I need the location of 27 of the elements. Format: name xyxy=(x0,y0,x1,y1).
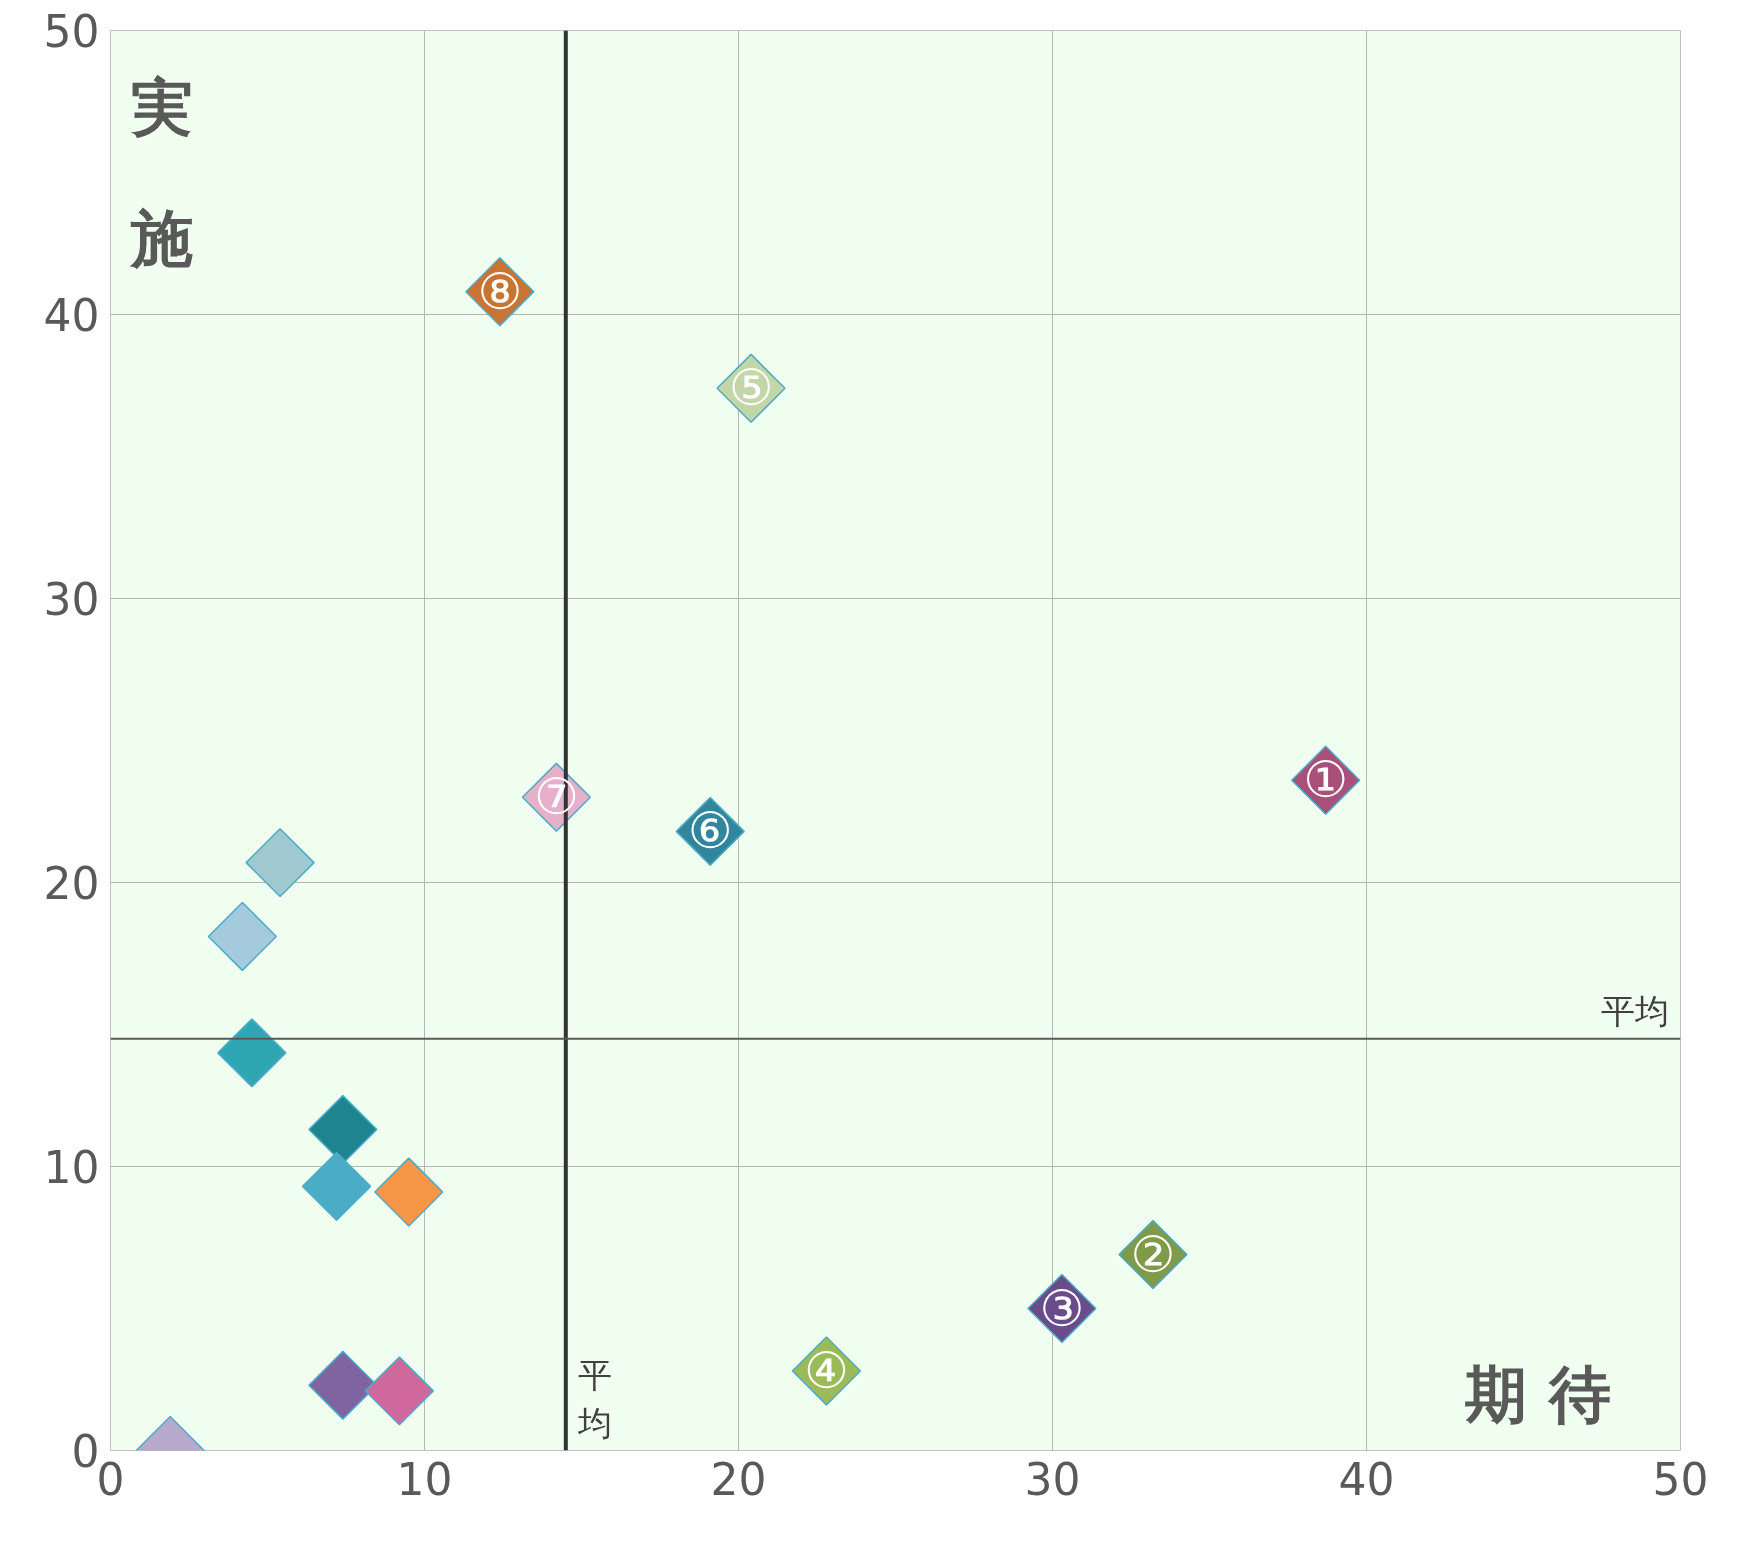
point xyxy=(301,1151,372,1222)
point xyxy=(245,827,315,898)
ref-line-label: 平均 xyxy=(1600,990,1669,1031)
annotation: ② xyxy=(1130,1225,1176,1284)
y-tick-label: 30 xyxy=(43,574,100,625)
x-tick-label: 30 xyxy=(1024,1453,1081,1505)
point xyxy=(207,901,278,972)
ref-line-label: 平均 xyxy=(576,1354,612,1443)
y-axis-title: 実施 xyxy=(128,70,193,275)
point xyxy=(374,1157,444,1227)
x-axis-title: 期 待 xyxy=(1464,1357,1611,1431)
annotation: ③ xyxy=(1039,1279,1085,1338)
y-tick-label: 20 xyxy=(43,858,100,909)
point xyxy=(364,1356,435,1426)
y-tick-label: 50 xyxy=(43,6,100,57)
x-tick-label: 40 xyxy=(1338,1453,1395,1505)
y-tick-label: 40 xyxy=(43,290,100,341)
x-tick-label: 10 xyxy=(396,1453,453,1505)
point xyxy=(217,1018,287,1088)
x-tick-label: 50 xyxy=(1652,1453,1709,1505)
y-tick-label: 10 xyxy=(43,1142,100,1193)
annotation: ⑧ xyxy=(477,262,523,321)
annotation: ① xyxy=(1303,751,1349,810)
annotation: ④ xyxy=(804,1341,849,1400)
x-tick-label: 20 xyxy=(710,1453,767,1505)
annotation: ⑤ xyxy=(728,359,774,418)
annotation: ⑥ xyxy=(687,802,733,861)
